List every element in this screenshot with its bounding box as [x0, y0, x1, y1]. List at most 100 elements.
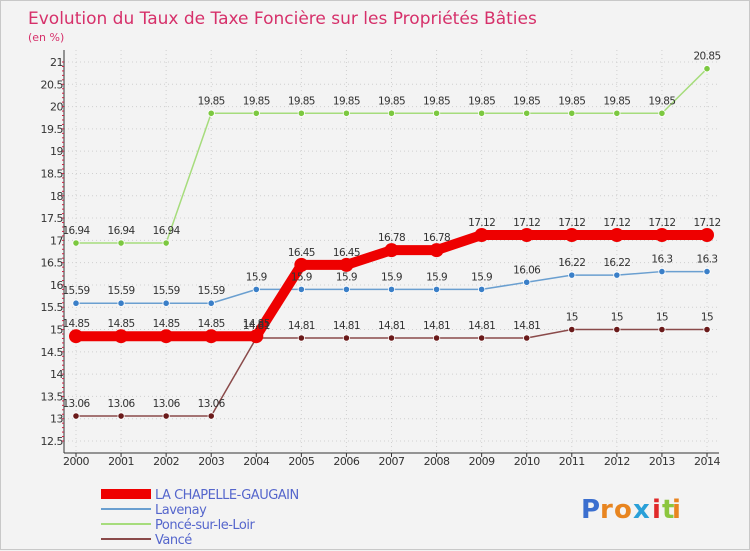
- series-lines: [69, 65, 714, 420]
- data-label: 14.81: [288, 320, 315, 332]
- data-label: 15.9: [426, 271, 447, 283]
- y-tick-label: 17.5: [41, 212, 64, 225]
- data-point: [478, 109, 486, 117]
- data-point: [432, 334, 441, 342]
- x-tick-label: 2009: [469, 455, 495, 468]
- data-point: [159, 329, 174, 344]
- data-label: 17.12: [693, 217, 720, 229]
- data-point: [297, 109, 305, 117]
- data-label: 19.85: [288, 95, 315, 107]
- data-label: 15.9: [336, 271, 357, 283]
- legend-label: Poncé-sur-le-Loir: [155, 518, 256, 533]
- data-label: 13.06: [153, 398, 181, 410]
- data-point: [339, 257, 354, 272]
- data-label: 15.59: [198, 285, 225, 297]
- data-label: 16.94: [153, 225, 181, 237]
- data-point: [700, 228, 714, 243]
- data-point: [387, 109, 396, 117]
- y-tick-label: 21: [50, 56, 63, 69]
- logo-letter: i: [652, 495, 661, 525]
- data-label: 15.9: [381, 271, 402, 283]
- data-label: 14.81: [468, 320, 495, 332]
- data-point: [613, 109, 621, 117]
- data-label: 15.9: [471, 271, 492, 283]
- y-tick-label: 16.5: [41, 257, 64, 270]
- x-tick-label: 2014: [694, 455, 720, 468]
- data-label: 14.85: [243, 318, 270, 330]
- data-point: [114, 329, 129, 344]
- data-label: 19.85: [378, 95, 405, 107]
- data-point: [207, 412, 215, 420]
- data-label: 14.85: [62, 318, 89, 330]
- data-point: [703, 267, 711, 276]
- logo-letter: t: [662, 495, 674, 525]
- data-label: 15.59: [62, 285, 89, 297]
- data-point: [387, 285, 396, 293]
- y-tick-label: 16: [50, 279, 63, 292]
- data-point: [568, 271, 576, 279]
- x-tick-label: 2013: [649, 455, 675, 468]
- data-point: [478, 334, 486, 342]
- y-tick-label: 14: [50, 368, 63, 381]
- data-point: [568, 325, 576, 334]
- data-point: [474, 228, 489, 243]
- logo-letter: o: [614, 495, 632, 525]
- data-label: 16.3: [651, 254, 672, 266]
- data-point: [342, 285, 351, 293]
- data-label: 17.12: [468, 217, 495, 229]
- legend-label: Vancé: [155, 533, 192, 548]
- data-label: 14.81: [333, 320, 360, 332]
- data-label: 14.85: [108, 318, 135, 330]
- x-tick-label: 2001: [108, 455, 134, 468]
- data-label: 19.85: [198, 95, 225, 107]
- data-point: [658, 325, 666, 334]
- data-label: 14.81: [423, 320, 450, 332]
- data-point: [249, 329, 264, 344]
- data-point: [207, 299, 215, 307]
- x-tick-label: 2005: [288, 455, 314, 468]
- x-tick-label: 2012: [604, 455, 630, 468]
- data-label: 17.12: [558, 217, 585, 229]
- y-tick-label: 13: [50, 413, 63, 426]
- x-tick-label: 2002: [153, 455, 179, 468]
- data-label: 15: [611, 312, 623, 324]
- data-label: 14.81: [243, 320, 270, 332]
- data-point: [252, 109, 260, 117]
- data-point: [204, 329, 219, 344]
- chart-subtitle: (en %): [28, 31, 64, 44]
- x-tick-label: 2006: [333, 455, 359, 468]
- data-label: 14.85: [198, 318, 225, 330]
- data-label: 15: [701, 312, 713, 324]
- data-point: [342, 109, 351, 117]
- data-label: 16.06: [513, 264, 541, 276]
- data-label: 19.85: [558, 95, 585, 107]
- data-label: 16.22: [603, 257, 630, 269]
- data-point: [117, 299, 125, 307]
- y-tick-label: 13.5: [41, 390, 64, 403]
- data-point: [432, 285, 441, 293]
- data-point: [478, 285, 486, 293]
- data-point: [384, 243, 399, 258]
- data-point: [72, 412, 80, 420]
- data-point: [564, 228, 579, 243]
- data-label: 17.12: [513, 217, 540, 229]
- data-point: [703, 65, 711, 73]
- data-point: [429, 243, 444, 258]
- data-point: [252, 285, 260, 293]
- data-label: 15.9: [246, 271, 267, 283]
- data-point: [387, 334, 396, 342]
- x-tick-label: 2000: [63, 455, 89, 468]
- data-label: 14.81: [378, 320, 405, 332]
- data-label: 16.45: [288, 247, 315, 259]
- data-label: 19.85: [603, 95, 630, 107]
- data-point: [294, 257, 309, 272]
- x-tick-label: 2011: [559, 455, 585, 468]
- data-point: [117, 239, 125, 247]
- data-point: [207, 109, 215, 117]
- logo-letter: P: [581, 495, 600, 525]
- data-label: 15.9: [291, 271, 312, 283]
- data-label: 16.22: [558, 257, 585, 269]
- x-tick-label: 2010: [514, 455, 540, 468]
